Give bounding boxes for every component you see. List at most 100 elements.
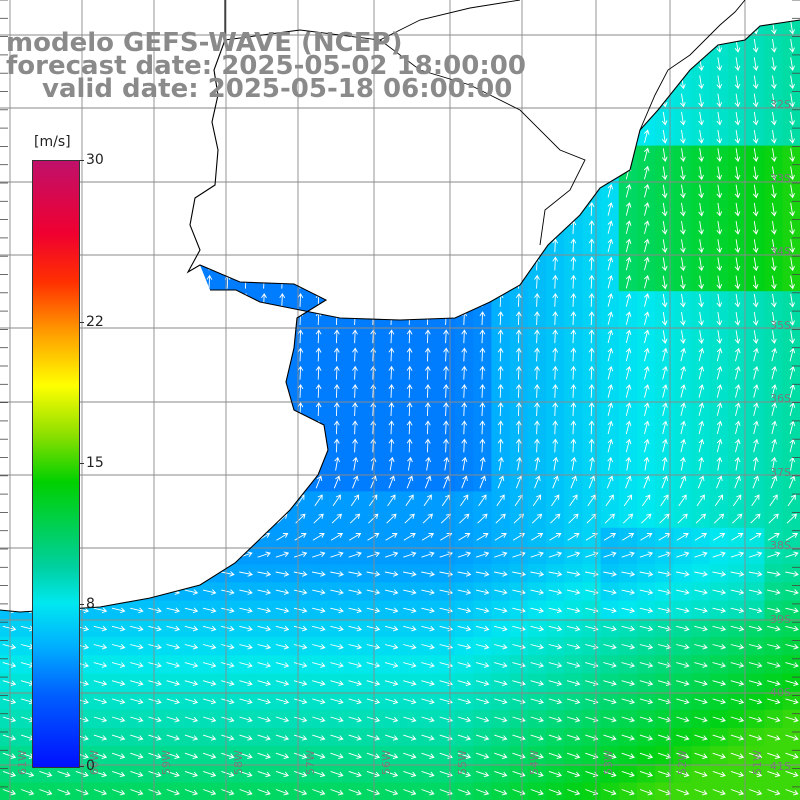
- wind-cell: [309, 273, 329, 292]
- wind-cell: [327, 254, 347, 274]
- wind-arrow: [21, 789, 35, 796]
- wind-arrow: [639, 716, 654, 723]
- wind-arrow: [657, 571, 672, 577]
- wind-arrow: [588, 110, 595, 125]
- wind-arrow: [424, 201, 431, 216]
- wind-arrow: [39, 770, 53, 778]
- wind-arrow: [259, 494, 269, 507]
- wind-cell: [218, 109, 238, 128]
- wind-cell: [200, 436, 219, 456]
- wind-arrow: [2, 789, 16, 796]
- wind-cell: [546, 200, 565, 219]
- wind-arrow: [370, 365, 377, 380]
- wind-arrow: [352, 147, 358, 162]
- wind-arrow: [334, 3, 339, 16]
- wind-cell: [163, 200, 183, 219]
- wind-arrow: [730, 734, 745, 741]
- wind-cell: [455, 20, 474, 37]
- wind-arrow: [2, 752, 17, 759]
- wind-arrow: [349, 513, 361, 524]
- wind-arrow: [221, 607, 235, 614]
- wind-cell: [473, 163, 492, 183]
- wind-arrow: [787, 494, 796, 507]
- wind-arrow: [552, 347, 559, 362]
- wind-arrow: [771, 184, 777, 199]
- wind-cell: [455, 182, 474, 201]
- wind-cell: [91, 236, 110, 256]
- wind-arrow: [388, 238, 395, 253]
- wind-arrow: [206, 274, 213, 289]
- wind-arrow: [534, 74, 540, 89]
- wind-arrow: [425, 3, 430, 16]
- wind-arrow: [184, 789, 198, 796]
- wind-cell: [218, 509, 238, 529]
- wind-cell: [0, 127, 19, 147]
- wind-arrow: [515, 92, 522, 107]
- wind-arrow: [239, 734, 253, 741]
- wind-arrow: [39, 789, 53, 796]
- wind-cell: [455, 109, 474, 128]
- wind-arrow: [184, 716, 199, 723]
- wind-arrow: [770, 475, 778, 489]
- wind-cell: [418, 218, 438, 238]
- wind-cell: [218, 327, 238, 347]
- wind-arrow: [603, 770, 617, 778]
- wind-arrow: [348, 643, 363, 650]
- wind-arrow: [388, 220, 395, 235]
- wind-arrow: [115, 274, 122, 289]
- wind-arrow: [333, 365, 340, 380]
- wind-arrow: [661, 475, 669, 489]
- wind-arrow: [2, 551, 17, 558]
- wind-arrow: [421, 607, 435, 614]
- wind-arrow: [608, 3, 613, 16]
- wind-arrow: [330, 643, 344, 650]
- wind-arrow: [626, 3, 631, 16]
- wind-arrow: [293, 752, 308, 759]
- wind-cell: [163, 109, 183, 128]
- wind-arrow: [348, 752, 362, 759]
- wind-arrow: [315, 256, 322, 271]
- wind-arrow: [170, 147, 176, 162]
- wind-arrow: [151, 238, 158, 253]
- wind-cell: [200, 418, 219, 438]
- wind-arrow: [6, 183, 13, 198]
- wind-arrow: [151, 420, 158, 435]
- wind-arrow: [221, 680, 235, 687]
- wind-arrow: [2, 571, 17, 577]
- wind-arrow: [603, 533, 617, 541]
- wind-arrow: [494, 571, 508, 577]
- wind-cell: [163, 182, 183, 201]
- wind-arrow: [475, 625, 490, 632]
- wind-arrow: [242, 347, 249, 362]
- wind-arrow: [348, 734, 362, 741]
- wind-cell: [109, 145, 128, 165]
- wind-cell: [163, 382, 183, 401]
- wind-arrow: [280, 3, 285, 16]
- wind-arrow: [479, 329, 486, 344]
- wind-cell: [127, 218, 147, 238]
- wind-cell: [491, 273, 511, 292]
- wind-arrow: [680, 257, 686, 272]
- wind-cell: [236, 400, 256, 420]
- wind-arrow: [221, 770, 235, 778]
- wind-cell: [455, 273, 474, 292]
- wind-arrow: [275, 571, 290, 577]
- wind-arrow: [371, 3, 376, 16]
- wind-arrow: [221, 625, 235, 632]
- wind-arrow: [530, 789, 544, 796]
- wind-cell: [382, 182, 401, 201]
- wind-cell: [182, 400, 201, 420]
- colorbar-tick-label: 15: [86, 455, 104, 471]
- wind-arrow: [607, 347, 614, 362]
- wind-arrow: [696, 494, 705, 507]
- wind-arrow: [366, 752, 381, 759]
- wind-cell: [673, 0, 692, 19]
- wind-arrow: [223, 494, 232, 507]
- wind-arrow: [621, 625, 636, 632]
- wind-arrow: [771, 293, 777, 308]
- wind-cell: [91, 436, 110, 456]
- wind-arrow: [443, 420, 449, 435]
- wind-cell: [546, 36, 565, 56]
- wind-arrow: [315, 438, 322, 453]
- wind-arrow: [366, 625, 381, 632]
